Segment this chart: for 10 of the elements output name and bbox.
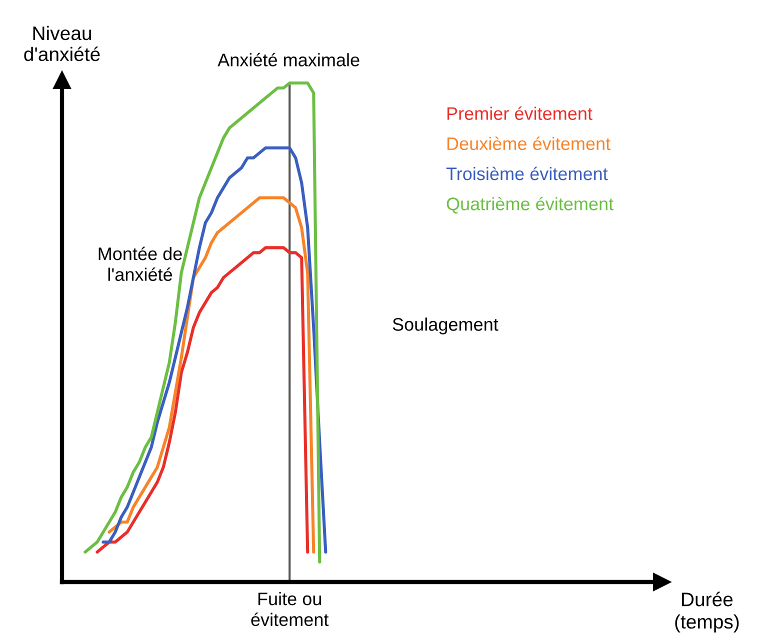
- text: Deuxième évitement: [447, 136, 610, 150]
- text: Quatrième évitement: [446, 196, 614, 214]
- text: Troisième évitement: [446, 166, 608, 180]
- text: Premier évitement: [447, 106, 592, 120]
- text: Soulagement: [392, 318, 498, 334]
- text: Fuite ou évitement: [251, 592, 329, 626]
- text: Durée (temps): [675, 592, 739, 633]
- text: Anxiété maximale: [218, 52, 360, 66]
- y-axis-title: Niveau d'anxiété: [24, 26, 100, 62]
- annotation: Montée de l'anxiété: [98, 246, 182, 281]
